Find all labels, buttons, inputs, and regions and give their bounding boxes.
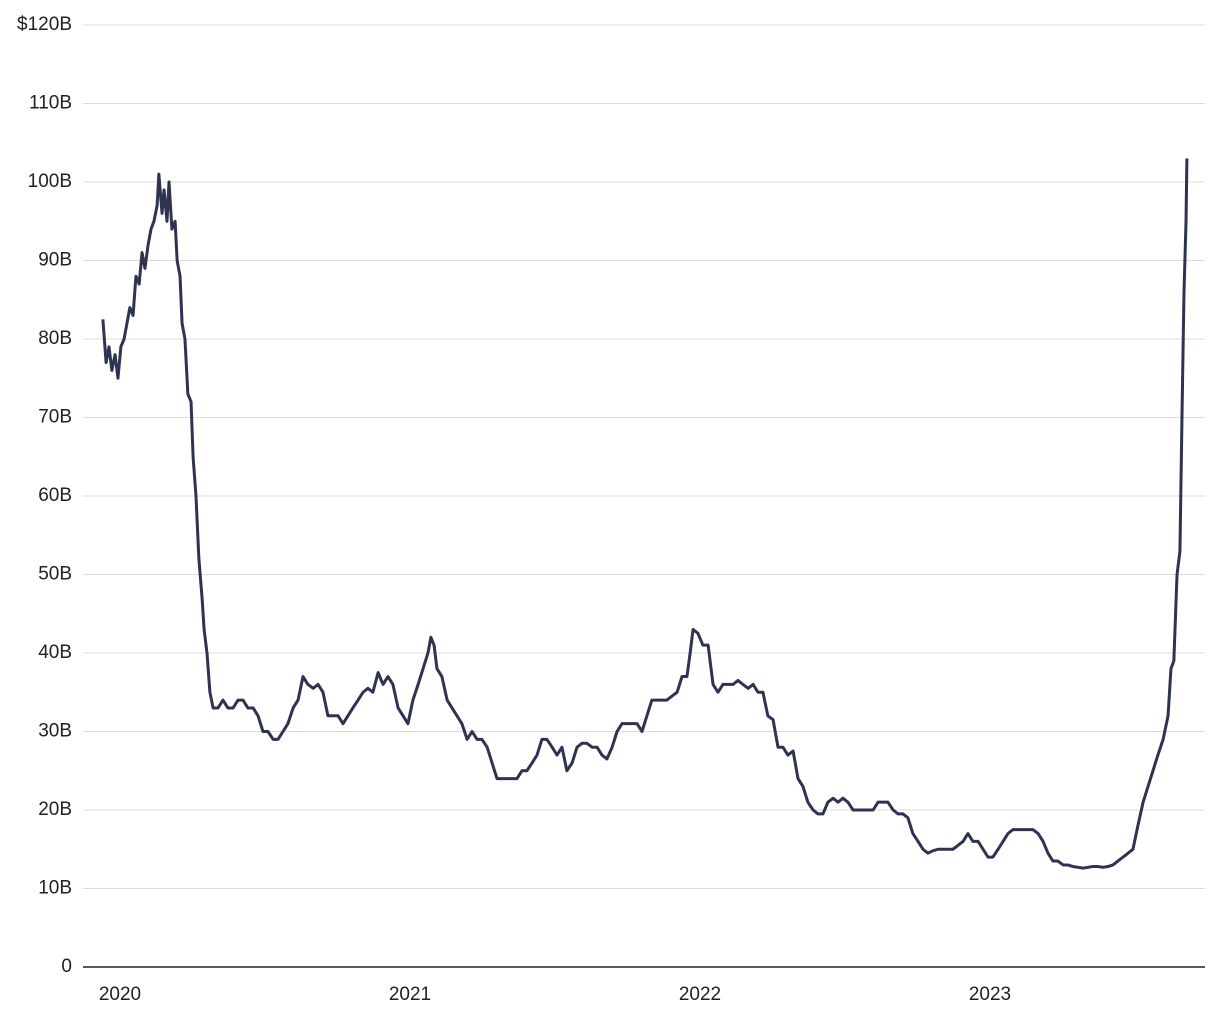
x-tick-label: 2021 [389, 984, 431, 1005]
y-tick-label: 10B [38, 878, 72, 899]
x-tick-label: 2023 [969, 984, 1011, 1005]
y-tick-label: 100B [28, 171, 72, 192]
x-tick-label: 2020 [99, 984, 141, 1005]
x-tick-label: 2022 [679, 984, 721, 1005]
y-tick-label: 40B [38, 642, 72, 663]
y-tick-label: 20B [38, 799, 72, 820]
y-tick-label: 90B [38, 250, 72, 271]
y-tick-label: 80B [38, 328, 72, 349]
y-tick-label: $120B [17, 14, 72, 35]
y-tick-label: 50B [38, 564, 72, 585]
y-tick-label: 110B [29, 93, 72, 114]
y-tick-label: 30B [38, 721, 72, 742]
data-line [101, 158, 1189, 870]
y-tick-label: 70B [38, 407, 72, 428]
y-tick-label: 60B [38, 485, 72, 506]
y-tick-label: 0 [61, 956, 72, 977]
